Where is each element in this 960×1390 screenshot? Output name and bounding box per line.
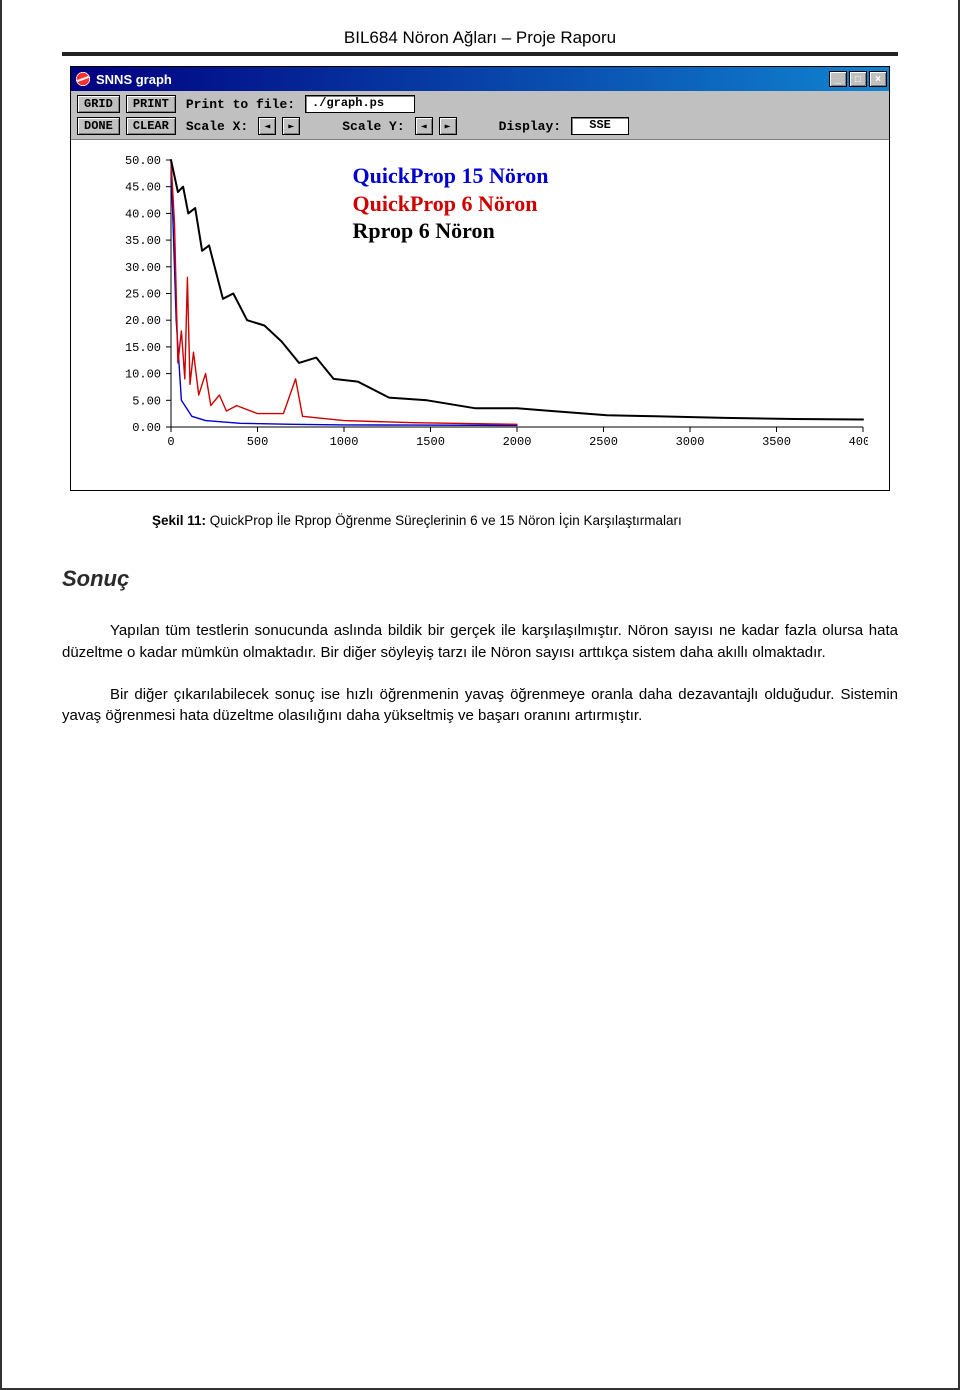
app-icon xyxy=(75,71,91,87)
svg-text:40.00: 40.00 xyxy=(124,207,160,221)
window-title: SNNS graph xyxy=(96,72,172,87)
svg-text:2500: 2500 xyxy=(589,435,618,449)
scale-x-left-button[interactable]: ◄ xyxy=(258,117,276,135)
svg-text:5.00: 5.00 xyxy=(132,394,161,408)
svg-text:2000: 2000 xyxy=(502,435,531,449)
paragraph: Yapılan tüm testlerin sonucunda aslında … xyxy=(62,620,898,664)
legend-item: QuickProp 15 Nöron xyxy=(353,162,549,190)
scale-x-right-button[interactable]: ► xyxy=(282,117,300,135)
window-controls: _ □ × xyxy=(829,71,887,87)
scale-x-label: Scale X: xyxy=(182,119,252,134)
svg-text:30.00: 30.00 xyxy=(124,261,160,275)
chart-legend: QuickProp 15 NöronQuickProp 6 NöronRprop… xyxy=(353,162,549,245)
page-title: BIL684 Nöron Ağları – Proje Raporu xyxy=(62,28,898,48)
svg-text:35.00: 35.00 xyxy=(124,234,160,248)
line-chart: 0.00 5.00 10.00 15.00 20.00 25.00 30.00 35.00 40… xyxy=(93,152,868,472)
print-to-file-input[interactable]: ./graph.ps xyxy=(305,95,415,113)
svg-text:1500: 1500 xyxy=(416,435,445,449)
svg-text:20.00: 20.00 xyxy=(124,314,160,328)
done-button[interactable]: DONE xyxy=(77,117,120,135)
scale-y-left-button[interactable]: ◄ xyxy=(415,117,433,135)
display-input[interactable]: SSE xyxy=(571,117,629,135)
snns-graph-window: SNNS graph _ □ × GRID PRINT Print to fil… xyxy=(70,66,890,491)
figure-caption-prefix: Şekil 11: xyxy=(152,513,210,528)
print-button[interactable]: PRINT xyxy=(126,95,176,113)
svg-text:15.00: 15.00 xyxy=(124,341,160,355)
scale-y-label: Scale Y: xyxy=(338,119,408,134)
legend-item: Rprop 6 Nöron xyxy=(353,217,549,245)
clear-button[interactable]: CLEAR xyxy=(126,117,176,135)
svg-text:50.00: 50.00 xyxy=(124,154,160,168)
figure-caption: Şekil 11: QuickProp İle Rprop Öğrenme Sü… xyxy=(62,513,898,528)
svg-text:4000: 4000 xyxy=(848,435,867,449)
svg-text:500: 500 xyxy=(246,435,268,449)
toolbar-row-1: GRID PRINT Print to file: ./graph.ps xyxy=(71,91,889,117)
close-button[interactable]: × xyxy=(869,71,887,87)
header-rule xyxy=(62,52,898,56)
grid-button[interactable]: GRID xyxy=(77,95,120,113)
figure-caption-text: QuickProp İle Rprop Öğrenme Süreçlerinin… xyxy=(210,513,682,528)
svg-text:45.00: 45.00 xyxy=(124,181,160,195)
display-label: Display: xyxy=(495,119,565,134)
svg-text:3500: 3500 xyxy=(762,435,791,449)
svg-text:0: 0 xyxy=(167,435,174,449)
minimize-button[interactable]: _ xyxy=(829,71,847,87)
toolbar-row-2: DONE CLEAR Scale X: ◄ ► Scale Y: ◄ ► Dis… xyxy=(71,117,889,139)
maximize-button[interactable]: □ xyxy=(849,71,867,87)
scale-y-right-button[interactable]: ► xyxy=(439,117,457,135)
svg-text:1000: 1000 xyxy=(329,435,358,449)
legend-item: QuickProp 6 Nöron xyxy=(353,190,549,218)
section-title: Sonuç xyxy=(62,566,898,592)
paragraph: Bir diğer çıkarılabilecek sonuç ise hızl… xyxy=(62,684,898,728)
svg-text:25.00: 25.00 xyxy=(124,288,160,302)
svg-text:3000: 3000 xyxy=(675,435,704,449)
svg-text:10.00: 10.00 xyxy=(124,368,160,382)
print-to-file-label: Print to file: xyxy=(182,97,299,112)
svg-text:0.00: 0.00 xyxy=(132,421,161,435)
window-titlebar: SNNS graph _ □ × xyxy=(71,67,889,91)
